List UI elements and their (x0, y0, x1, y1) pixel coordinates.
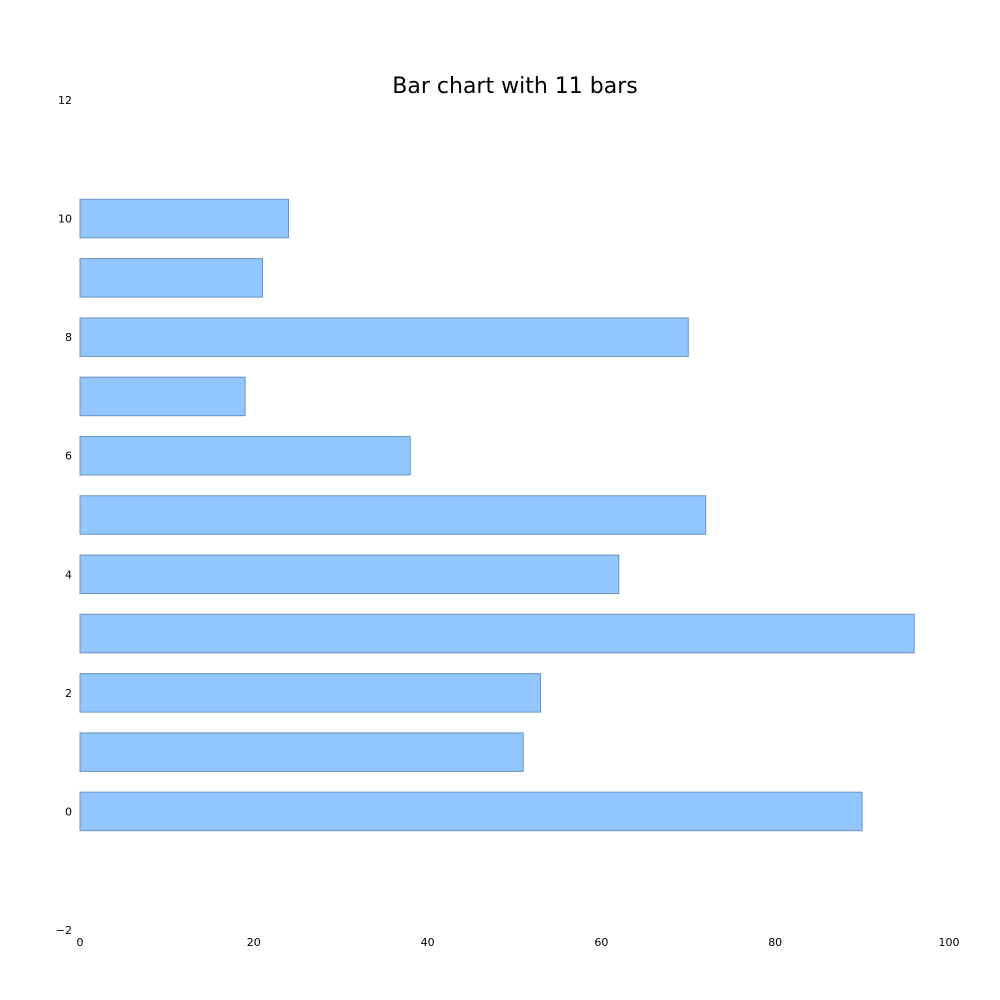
y-tick-label: 4 (65, 568, 72, 581)
y-tick-label: 8 (65, 331, 72, 344)
bar-1 (79, 732, 524, 772)
bar-7 (79, 376, 246, 417)
y-tick-label: 12 (58, 94, 72, 107)
x-tick-label: 0 (77, 936, 84, 949)
bar-10 (79, 198, 290, 239)
x-tick-label: 80 (768, 936, 782, 949)
bar-8 (79, 317, 689, 357)
bar-0 (79, 791, 863, 832)
bar-6 (79, 435, 411, 476)
x-tick-label: 20 (247, 936, 261, 949)
x-tick-label: 100 (939, 936, 960, 949)
bar-4 (79, 554, 620, 595)
x-axis-ticks: 0 20 40 60 80 100 (77, 936, 960, 949)
chart-title: Bar chart with 11 bars (392, 74, 637, 99)
bars (79, 198, 915, 832)
y-tick-label: −2 (56, 924, 72, 937)
y-tick-label: 10 (58, 213, 72, 226)
x-tick-label: 40 (421, 936, 435, 949)
bar-5 (79, 495, 707, 535)
y-axis-ticks: −2 0 2 4 6 8 10 12 (56, 94, 72, 937)
x-tick-label: 60 (594, 936, 608, 949)
y-tick-label: 0 (65, 805, 72, 818)
y-tick-label: 6 (65, 450, 72, 463)
y-tick-label: 2 (65, 687, 72, 700)
bar-2 (79, 673, 542, 713)
bar-9 (79, 258, 263, 298)
bar-3 (79, 613, 915, 654)
